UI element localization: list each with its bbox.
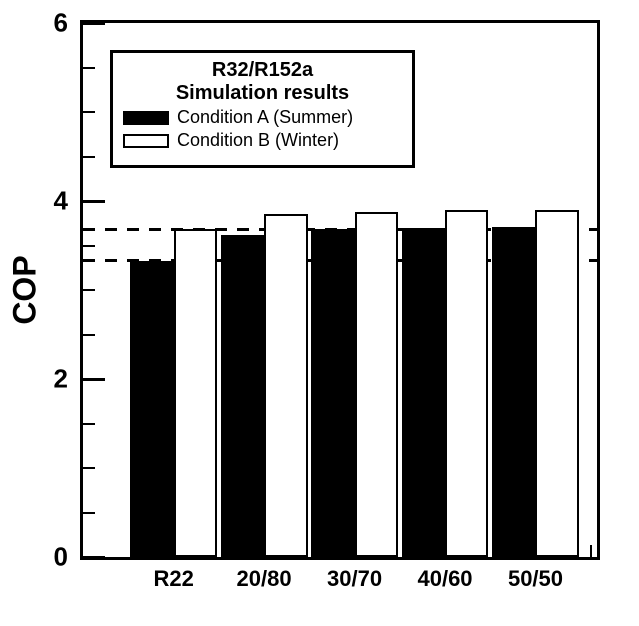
x-minor-tick — [590, 545, 592, 557]
y-tick-label: 2 — [48, 364, 68, 395]
x-tick-label: 30/70 — [327, 566, 382, 592]
legend-title-line-2: Simulation results — [123, 82, 402, 105]
y-minor-tick — [83, 423, 95, 425]
legend-rows: Condition A (Summer)Condition B (Winter) — [123, 107, 402, 151]
y-major-tick — [83, 378, 105, 381]
legend-swatch — [123, 134, 169, 148]
y-minor-tick — [83, 467, 95, 469]
y-tick-label: 6 — [48, 8, 68, 39]
y-major-tick — [83, 200, 105, 203]
y-minor-tick — [83, 512, 95, 514]
y-minor-tick — [83, 67, 95, 69]
legend-swatch — [123, 111, 169, 125]
y-tick-label: 0 — [48, 542, 68, 573]
y-minor-tick — [83, 156, 95, 158]
x-tick-label: 50/50 — [508, 566, 563, 592]
bar-B — [535, 210, 578, 557]
y-minor-tick — [83, 289, 95, 291]
y-minor-tick — [83, 111, 95, 113]
bar-B — [174, 229, 217, 557]
legend-row: Condition B (Winter) — [123, 130, 402, 151]
chart-root: COP 0 2 4 6 R22 20/80 30/70 40/60 50/50 R32/R15… — [0, 0, 639, 626]
bar-A — [492, 227, 535, 557]
legend-label: Condition B (Winter) — [177, 130, 339, 151]
bar-A — [402, 228, 445, 557]
bar-A — [221, 235, 264, 557]
legend-title-line-1: R32/R152a — [123, 59, 402, 82]
y-major-tick — [83, 556, 105, 559]
x-tick-label: R22 — [153, 566, 193, 592]
x-tick-label: 40/60 — [417, 566, 472, 592]
y-tick-label: 4 — [48, 186, 68, 217]
x-tick-label: 20/80 — [237, 566, 292, 592]
bar-A — [311, 229, 354, 557]
bar-A — [130, 261, 173, 557]
y-minor-tick — [83, 334, 95, 336]
legend-row: Condition A (Summer) — [123, 107, 402, 128]
legend-label: Condition A (Summer) — [177, 107, 353, 128]
y-major-tick — [83, 22, 105, 25]
bar-B — [445, 210, 488, 557]
y-minor-tick — [83, 245, 95, 247]
legend-box: R32/R152a Simulation results Condition A… — [110, 50, 415, 168]
y-axis-title: COP — [7, 255, 44, 324]
bar-B — [264, 214, 307, 557]
bar-B — [355, 212, 398, 557]
